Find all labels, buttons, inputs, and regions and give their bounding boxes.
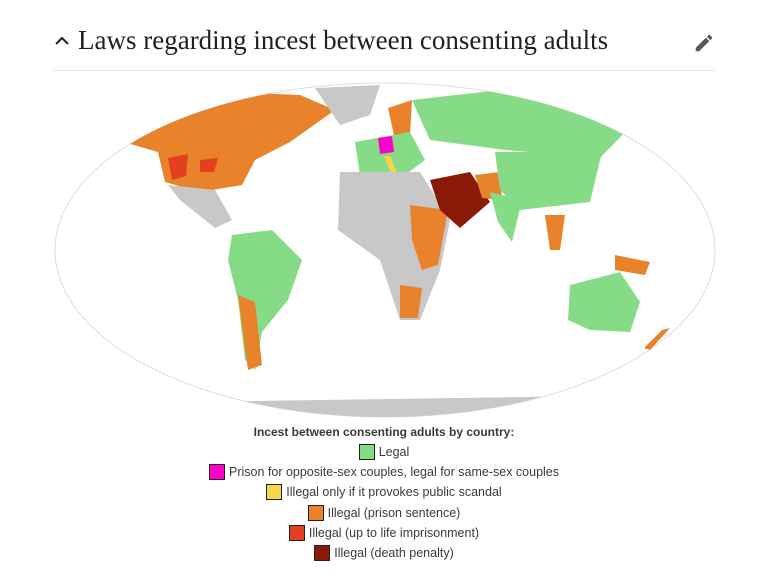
- east-africa: [400, 205, 448, 318]
- legend-label: Legal: [378, 445, 410, 460]
- china: [495, 152, 602, 210]
- central-america: [168, 185, 232, 228]
- australia: [568, 272, 640, 332]
- legend-item: Illegal (up to life imprisonment): [0, 523, 768, 543]
- section-header[interactable]: Laws regarding incest between consenting…: [53, 22, 715, 71]
- legend-item: Illegal (prison sentence): [0, 503, 768, 523]
- legend-swatch: [266, 484, 283, 501]
- us-region: [168, 154, 218, 180]
- legend-swatch: [358, 444, 375, 461]
- legend-label: Illegal (death penalty): [334, 546, 454, 561]
- italy: [384, 156, 398, 176]
- greenland: [315, 85, 380, 125]
- new-zealand: [644, 328, 670, 350]
- legend-label: Illegal (prison sentence): [327, 505, 461, 520]
- edit-icon[interactable]: [693, 32, 715, 54]
- legend: Legal Prison for opposite-sex couples, le…: [0, 442, 768, 563]
- legend-item: Illegal only if it provokes public scand…: [0, 482, 768, 502]
- southern-cone: [238, 295, 262, 370]
- legend-swatch: [288, 524, 305, 541]
- iran: [475, 172, 502, 200]
- scandinavia: [388, 100, 412, 135]
- legend-swatch: [307, 504, 324, 521]
- southeast-asia: [545, 215, 650, 275]
- world-map: [54, 82, 716, 418]
- map-caption: Incest between consenting adults by coun…: [253, 425, 515, 439]
- middle-east: [430, 172, 490, 228]
- legend-label: Illegal only if it provokes public scand…: [286, 485, 502, 500]
- legend-label: Illegal (up to life imprisonment): [308, 525, 480, 540]
- legend-item: Illegal (death penalty): [0, 543, 768, 563]
- legend-item: Prison for opposite-sex couples, legal f…: [0, 462, 768, 482]
- collapse-icon[interactable]: [53, 32, 71, 50]
- legend-label: Prison for opposite-sex couples, legal f…: [228, 465, 560, 480]
- section-title: Laws regarding incest between consenting…: [78, 25, 609, 55]
- legend-swatch: [314, 545, 331, 562]
- europe: [355, 132, 425, 175]
- india: [490, 192, 522, 242]
- legend-item: Legal: [0, 442, 768, 462]
- legend-swatch: [208, 464, 225, 481]
- germany: [378, 136, 394, 154]
